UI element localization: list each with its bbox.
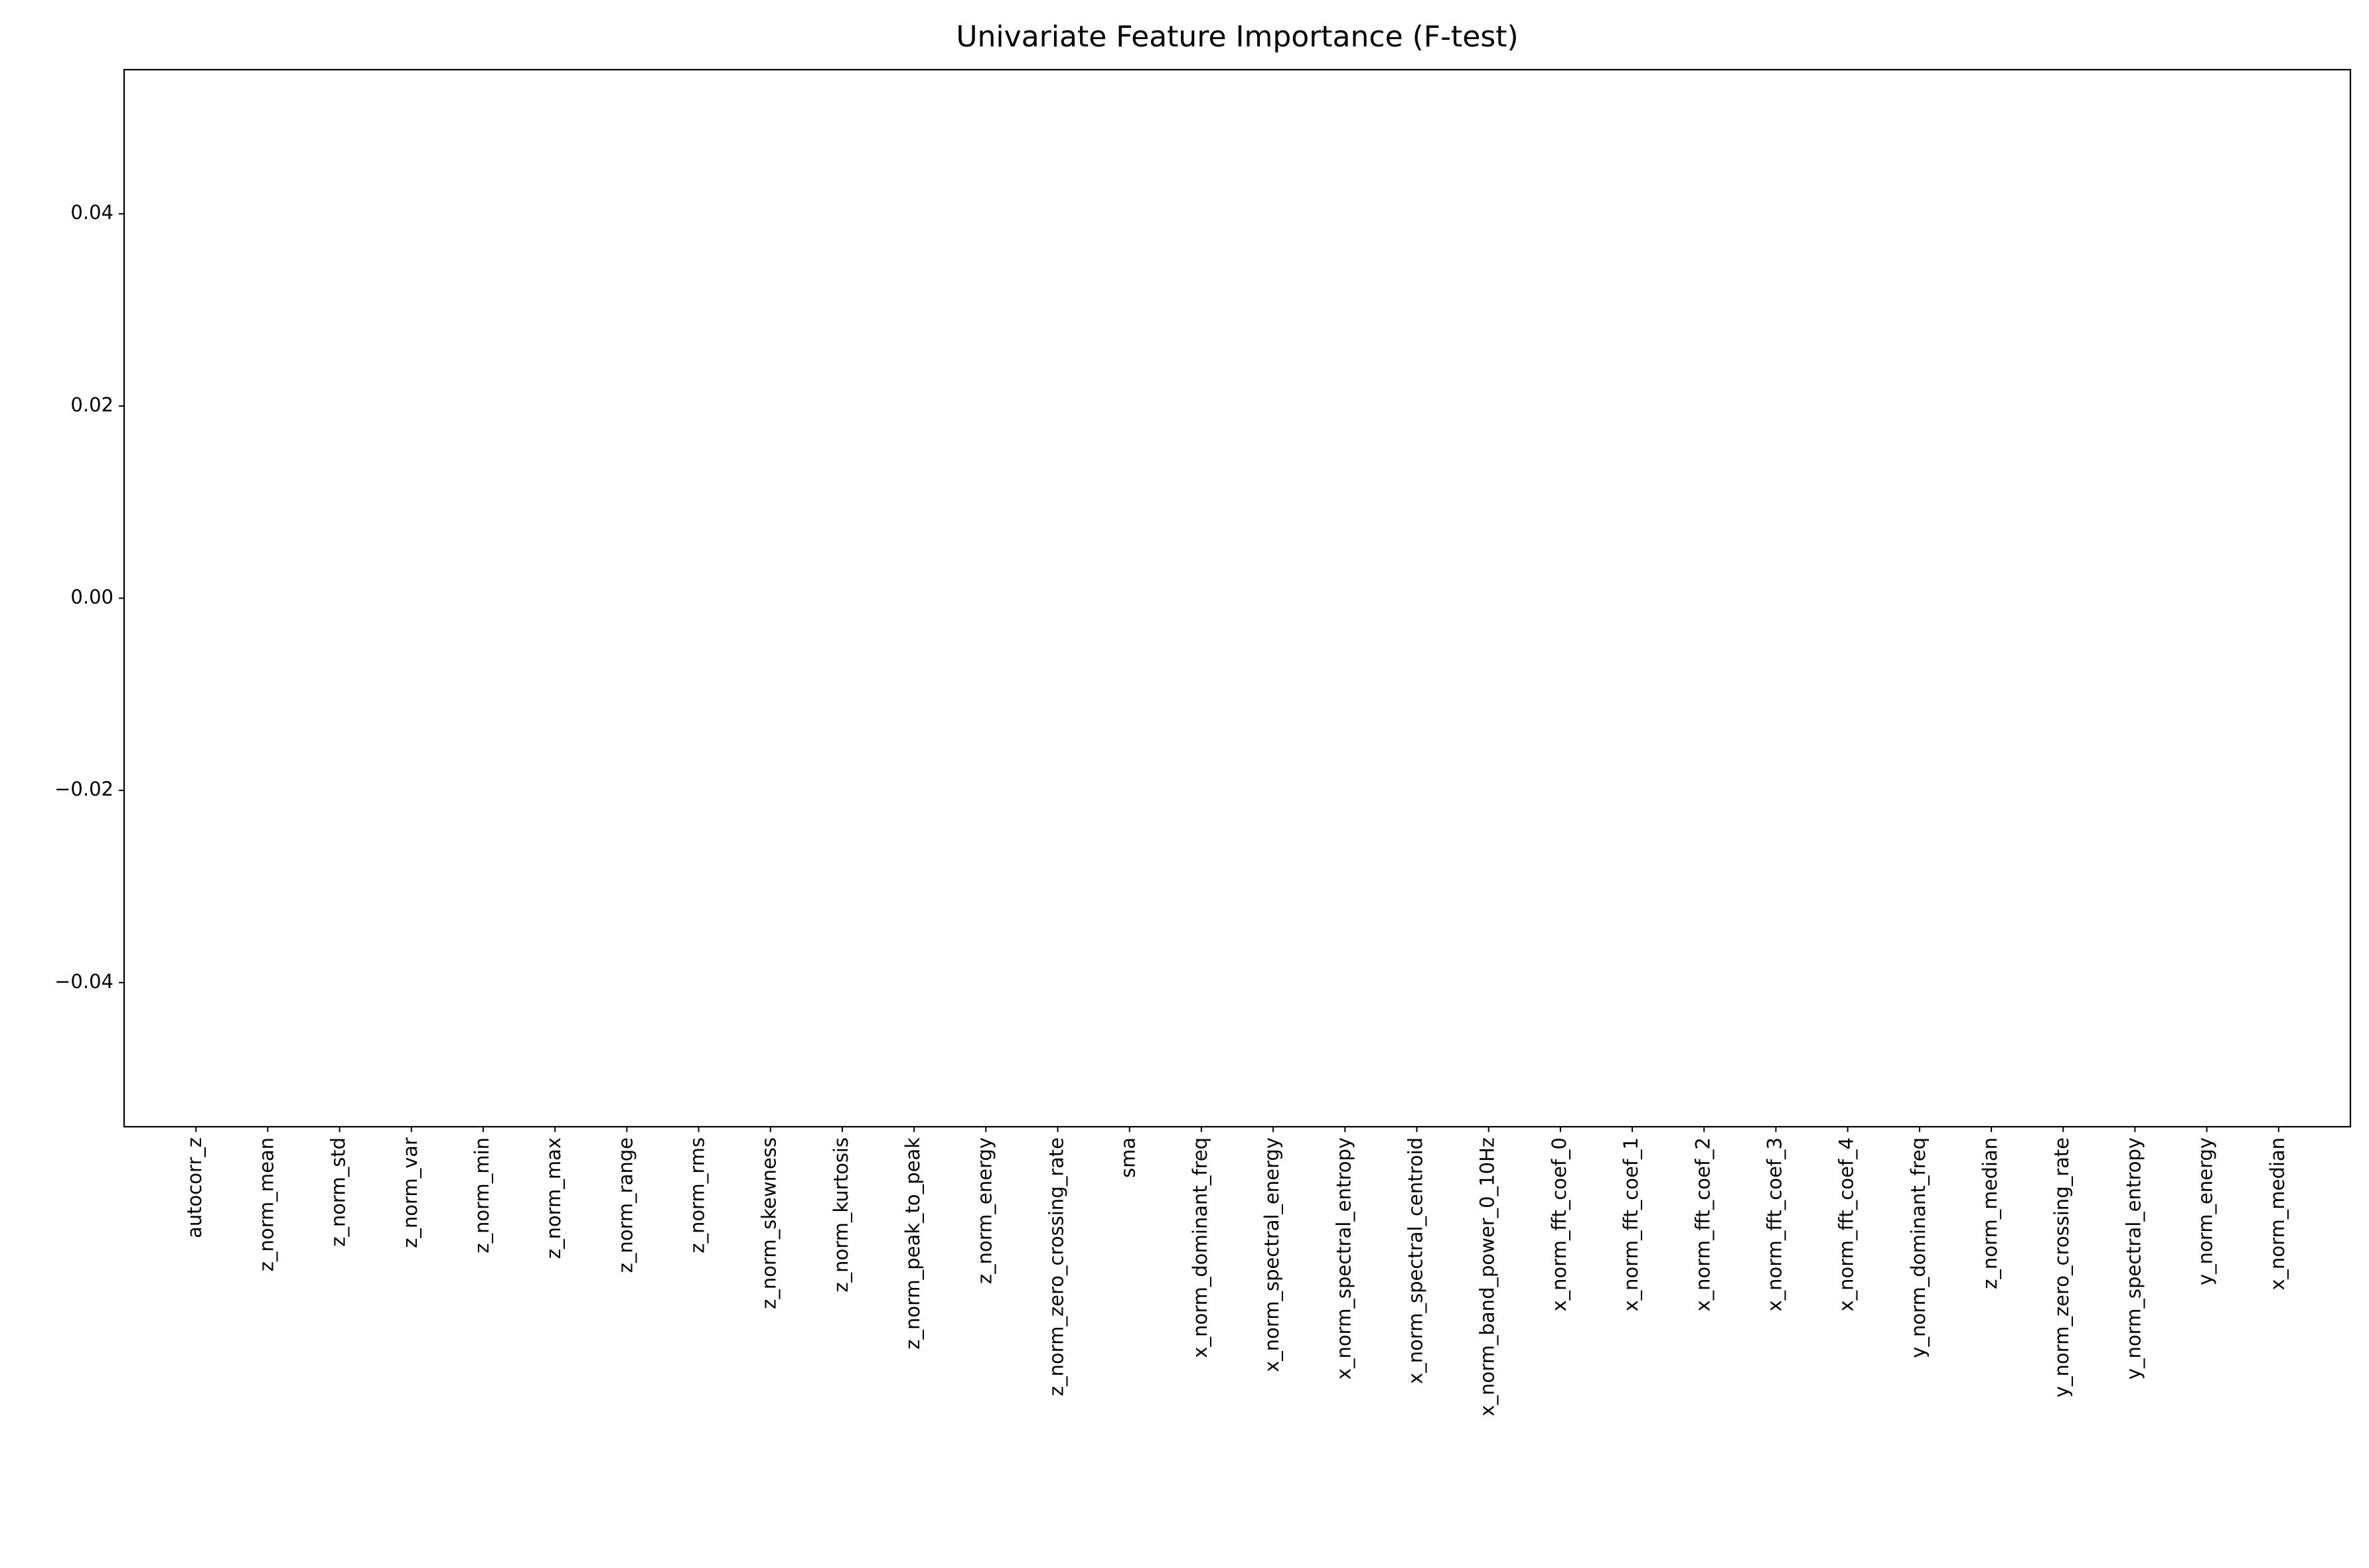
- x-tick-label: x_norm_spectral_entropy: [1332, 1137, 1355, 1380]
- x-tick-label: z_norm_var: [399, 1137, 421, 1248]
- x-tick-label: z_norm_max: [542, 1137, 565, 1259]
- x-tick-label: y_norm_spectral_entropy: [2122, 1137, 2145, 1380]
- x-tick-label: z_norm_peak_to_peak: [901, 1137, 924, 1350]
- y-tick-label: 0.04: [70, 201, 114, 224]
- x-tick-label: y_norm_zero_crossing_rate: [2050, 1137, 2073, 1397]
- x-tick-label: z_norm_zero_crossing_rate: [1045, 1137, 1068, 1396]
- x-tick-label: z_norm_kurtosis: [830, 1137, 852, 1293]
- x-tick-label: z_norm_mean: [255, 1137, 277, 1271]
- x-tick-label: z_norm_rms: [686, 1137, 709, 1253]
- y-tick-label: −0.02: [54, 778, 114, 800]
- x-tick-label: x_norm_fft_coef_2: [1691, 1137, 1714, 1312]
- x-tick-label: x_norm_fft_coef_4: [1835, 1137, 1858, 1312]
- x-tick-label: y_norm_energy: [2194, 1137, 2217, 1285]
- x-tick-label: z_norm_energy: [973, 1137, 996, 1284]
- x-tick-label: x_norm_spectral_centroid: [1404, 1137, 1426, 1384]
- x-tick-label: z_norm_range: [614, 1137, 637, 1273]
- x-tick-label: z_norm_median: [1979, 1137, 2001, 1289]
- x-tick-label: x_norm_fft_coef_0: [1548, 1137, 1570, 1312]
- x-tick-label: z_norm_std: [327, 1137, 350, 1247]
- x-tick-label: x_norm_fft_coef_1: [1620, 1137, 1642, 1312]
- x-tick-label: z_norm_min: [471, 1137, 493, 1253]
- x-tick-label: x_norm_fft_coef_3: [1763, 1137, 1786, 1312]
- x-tick-label: x_norm_dominant_freq: [1189, 1137, 1211, 1358]
- x-tick-label: x_norm_band_power_0_10Hz: [1476, 1137, 1499, 1416]
- x-tick-label: y_norm_dominant_freq: [1907, 1137, 1930, 1358]
- x-tick-label: autocorr_z: [183, 1137, 206, 1238]
- y-tick-label: 0.02: [70, 393, 114, 416]
- y-tick-label: 0.00: [70, 586, 114, 608]
- x-tick-label: sma: [1117, 1137, 1140, 1178]
- x-tick-label: z_norm_skewness: [758, 1137, 781, 1309]
- x-tick-label: x_norm_spectral_energy: [1261, 1137, 1283, 1372]
- y-tick-label: −0.04: [54, 970, 114, 993]
- x-tick-label: x_norm_median: [2266, 1137, 2289, 1291]
- chart-title: Univariate Feature Importance (F-test): [956, 20, 1518, 54]
